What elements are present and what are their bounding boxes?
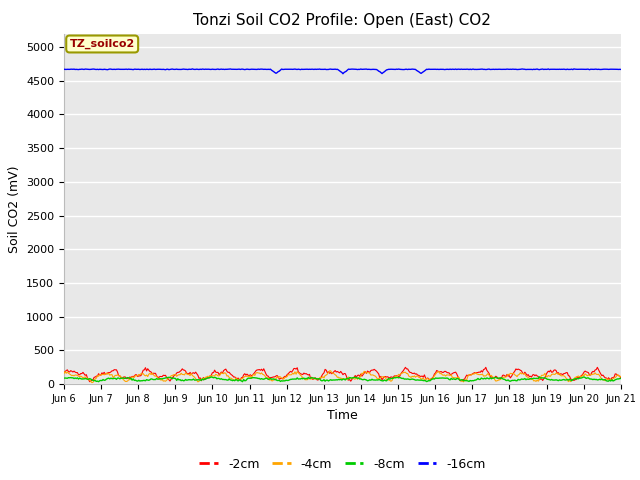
Y-axis label: Soil CO2 (mV): Soil CO2 (mV) [8,165,20,252]
Title: Tonzi Soil CO2 Profile: Open (East) CO2: Tonzi Soil CO2 Profile: Open (East) CO2 [193,13,492,28]
Legend: -2cm, -4cm, -8cm, -16cm: -2cm, -4cm, -8cm, -16cm [194,453,491,476]
Text: TZ_soilco2: TZ_soilco2 [70,39,135,49]
X-axis label: Time: Time [327,409,358,422]
